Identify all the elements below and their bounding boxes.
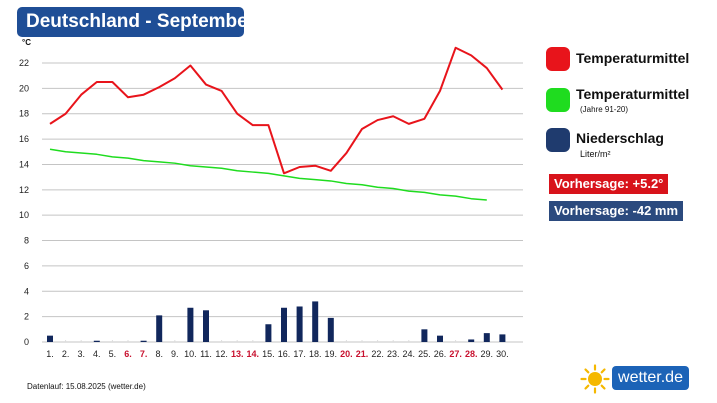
x-tick-label: 6. [124,349,132,359]
precip-bar [203,310,209,342]
y-tick-label: 22 [19,58,29,68]
x-tick-label: 18. [309,349,322,359]
y-tick-label: 10 [19,210,29,220]
legend-temp-label: Temperaturmittel [576,50,690,66]
y-tick-label: 16 [19,134,29,144]
precip-bar [265,324,272,342]
x-tick-label: 20. [340,349,353,359]
x-tick-label: 7. [140,349,148,359]
precip-bar [187,307,194,342]
precip-bar [281,307,287,342]
y-tick-label: 8 [24,236,29,246]
x-tick-label: 12. [215,349,228,359]
y-tick-label: 14 [19,159,29,169]
x-tick-label: 21. [356,349,369,359]
x-tick-label: 24. [403,349,416,359]
precip-bar [93,340,100,342]
x-tick-label: 19. [325,349,338,359]
forecast-precip-badge: Vorhersage: -42 mm [549,201,684,221]
y-tick-label: 18 [19,109,29,119]
y-tick-label: 0 [24,337,29,347]
precip-bar [296,306,303,342]
x-tick-label: 9. [171,349,179,359]
page-title: Deutschland - September [17,7,255,37]
x-tick-label: 14. [247,349,260,359]
legend-precip-label: Niederschlag [576,130,664,146]
legend-precip-swatch [546,128,570,152]
x-tick-label: 17. [293,349,306,359]
x-tick-label: 8. [155,349,163,359]
x-tick-label: 13. [231,349,244,359]
x-tick-label: 5. [109,349,117,359]
x-tick-label: 29. [481,349,494,359]
temperature-line [49,46,504,175]
x-tick-label: 23. [387,349,400,359]
x-tick-label: 3. [77,349,85,359]
x-tick-label: 16. [278,349,291,359]
x-tick-label: 25. [418,349,431,359]
y-tick-label: 12 [19,185,29,195]
legend-climate-sub: (Jahre 91-20) [580,105,629,114]
forecast-temp-badge: Vorhersage: +5.2° [549,174,669,194]
legend-temp-swatch [546,47,570,71]
y-tick-label: 4 [24,286,29,296]
precip-bar [499,334,506,342]
precip-bar [156,315,163,342]
legend-climate-label: Temperaturmittel [576,86,690,102]
precip-bar [140,340,147,342]
precip-bar [483,333,490,342]
y-axis-unit: °C [22,38,31,47]
x-tick-label: 30. [496,349,509,359]
x-tick-label: 2. [62,349,70,359]
x-tick-label: 27. [449,349,462,359]
precip-bar [312,301,319,342]
legend-precip-unit: Liter/m² [580,149,611,159]
brand-logo: wetter.de [612,366,689,390]
y-tick-label: 20 [19,83,29,93]
x-tick-label: 28. [465,349,478,359]
climate-average-line [49,148,487,201]
precip-bar [47,335,53,342]
x-tick-label: 26. [434,349,447,359]
x-tick-label: 10. [184,349,197,359]
precip-bar [327,317,334,342]
precip-bar [468,339,475,342]
x-tick-label: 1. [46,349,54,359]
y-tick-label: 6 [24,261,29,271]
x-tick-label: 11. [200,349,212,359]
precip-bar [437,335,443,342]
y-tick-label: 2 [24,312,29,322]
x-tick-label: 4. [93,349,101,359]
legend-climate-swatch [546,88,570,112]
data-run-footer: Datenlauf: 15.08.2025 (wetter.de) [27,382,146,391]
sun-icon [580,364,610,394]
x-tick-label: 22. [371,349,384,359]
x-tick-label: 15. [262,349,275,359]
precip-bar [421,329,428,342]
